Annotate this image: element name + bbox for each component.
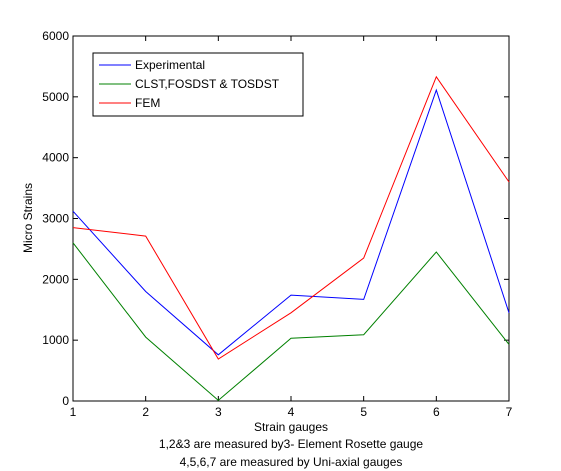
- legend: Experimental CLST,FOSDST & TOSDST FEM: [92, 52, 304, 117]
- series-lines: [72, 75, 510, 402]
- y-tick-label: 6000: [42, 29, 69, 43]
- x-tick-label: 4: [288, 405, 295, 419]
- series-line-0: [72, 88, 510, 356]
- y-tick-label: 0: [62, 394, 69, 408]
- x-tick-label: 5: [360, 405, 367, 419]
- axis-ticks: [72, 35, 510, 402]
- legend-label-0: Experimental: [135, 58, 205, 72]
- y-tick-label: 1000: [42, 333, 69, 347]
- note-line-2: 4,5,6,7 are measured by Uni-axial gauges: [180, 455, 403, 469]
- y-tick-label: 3000: [42, 212, 69, 226]
- x-tick-label: 1: [70, 405, 77, 419]
- x-axis-label: Strain gauges: [254, 420, 328, 434]
- axis-tick-labels: 1 2 3 4 5 6 7 0 1000 2000 3000 4000 5000 6000: [42, 29, 512, 419]
- note-line-1: 1,2&3 are measured by3- Element Rosette …: [159, 437, 423, 451]
- x-tick-label: 7: [506, 405, 513, 419]
- y-tick-label: 2000: [42, 272, 69, 286]
- y-tick-label: 5000: [42, 90, 69, 104]
- series-line-1: [72, 242, 510, 402]
- y-tick-label: 4000: [42, 151, 69, 165]
- legend-label-1: CLST,FOSDST & TOSDST: [135, 77, 280, 91]
- x-tick-label: 3: [215, 405, 222, 419]
- legend-label-2: FEM: [135, 96, 160, 110]
- y-axis-label: Micro Strains: [21, 183, 35, 253]
- x-tick-label: 6: [433, 405, 440, 419]
- series-line-2: [72, 75, 510, 360]
- x-tick-label: 2: [142, 405, 149, 419]
